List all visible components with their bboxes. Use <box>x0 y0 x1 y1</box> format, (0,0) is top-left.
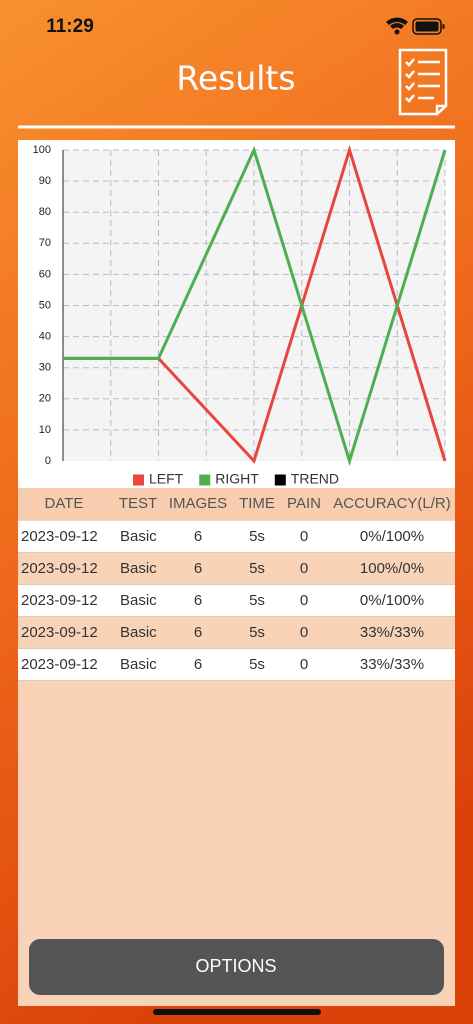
table-cell: 2023-09-12 <box>21 560 98 577</box>
column-header: IMAGES <box>169 495 227 512</box>
table-cell: 5s <box>249 528 265 545</box>
options-button-label: OPTIONS <box>195 956 276 976</box>
home-indicator <box>153 1009 321 1015</box>
legend-label: LEFT <box>149 471 184 487</box>
table-cell: 0 <box>300 624 308 641</box>
screen-title: Results <box>176 59 295 98</box>
table-cell: 0 <box>300 592 308 609</box>
column-header: TIME <box>239 495 275 512</box>
y-tick-label: 20 <box>39 393 51 405</box>
table-cell: 2023-09-12 <box>21 592 98 609</box>
table-cell: Basic <box>120 560 157 577</box>
y-tick-label: 30 <box>39 362 51 374</box>
report-icon[interactable] <box>398 48 448 116</box>
y-tick-label: 100 <box>33 144 51 156</box>
table-cell: 6 <box>194 592 202 609</box>
table-cell: 6 <box>194 560 202 577</box>
column-header: ACCURACY(L/R) <box>333 495 451 512</box>
table-cell: Basic <box>120 624 157 641</box>
table-cell: 5s <box>249 560 265 577</box>
table-row <box>18 649 455 680</box>
legend-swatch <box>199 474 211 486</box>
status-time: 11:29 <box>46 16 94 37</box>
table-cell: 5s <box>249 656 265 673</box>
y-tick-label: 80 <box>39 206 51 218</box>
table-row <box>18 585 455 616</box>
y-tick-label: 70 <box>39 237 51 249</box>
column-header: TEST <box>119 495 157 512</box>
table-cell: 0%/100% <box>360 592 424 609</box>
series-line <box>63 145 447 467</box>
column-header: DATE <box>45 495 84 512</box>
table-cell: 0 <box>300 656 308 673</box>
y-tick-label: 0 <box>45 455 51 467</box>
results-table: DATE TEST IMAGES TIME PAIN ACCURACY(L/R) 2023-… <box>18 488 455 681</box>
table-cell: 0 <box>300 528 308 545</box>
options-button[interactable] <box>29 939 444 995</box>
column-header: PAIN <box>287 495 321 512</box>
table-cell: 100%/0% <box>360 560 424 577</box>
table-cell: Basic <box>120 592 157 609</box>
legend-label: RIGHT <box>215 471 259 487</box>
wifi-icon <box>386 17 408 35</box>
table-row <box>18 617 455 648</box>
legend-swatch <box>133 474 144 486</box>
y-tick-label: 90 <box>39 175 51 187</box>
y-tick-label: 10 <box>39 424 51 436</box>
table-cell: 33%/33% <box>360 624 424 641</box>
table-cell: 33%/33% <box>360 656 424 673</box>
table-cell: 6 <box>194 624 202 641</box>
table-cell: 2023-09-12 <box>21 528 98 545</box>
table-cell: 2023-09-12 <box>21 624 98 641</box>
table-cell: 2023-09-12 <box>21 656 98 673</box>
table-header-row <box>18 488 455 520</box>
battery-icon <box>412 18 445 35</box>
table-cell: 5s <box>249 624 265 641</box>
table-cell: 0 <box>300 560 308 577</box>
table-cell: 6 <box>194 656 202 673</box>
y-tick-label: 60 <box>39 268 51 280</box>
table-cell: Basic <box>120 528 157 545</box>
y-tick-label: 40 <box>39 331 51 343</box>
table-cell: Basic <box>120 656 157 673</box>
table-cell: 5s <box>249 592 265 609</box>
chart: 0 10 20 30 40 50 60 70 80 90 100 LEFT RIGHT TREND <box>33 144 447 487</box>
table-cell: 0%/100% <box>360 528 424 545</box>
table-row <box>18 521 455 552</box>
legend-swatch <box>274 474 286 486</box>
y-tick-label: 50 <box>39 299 51 311</box>
table-row <box>18 553 455 584</box>
table-cell: 6 <box>194 528 202 545</box>
legend-label: TREND <box>291 471 339 487</box>
